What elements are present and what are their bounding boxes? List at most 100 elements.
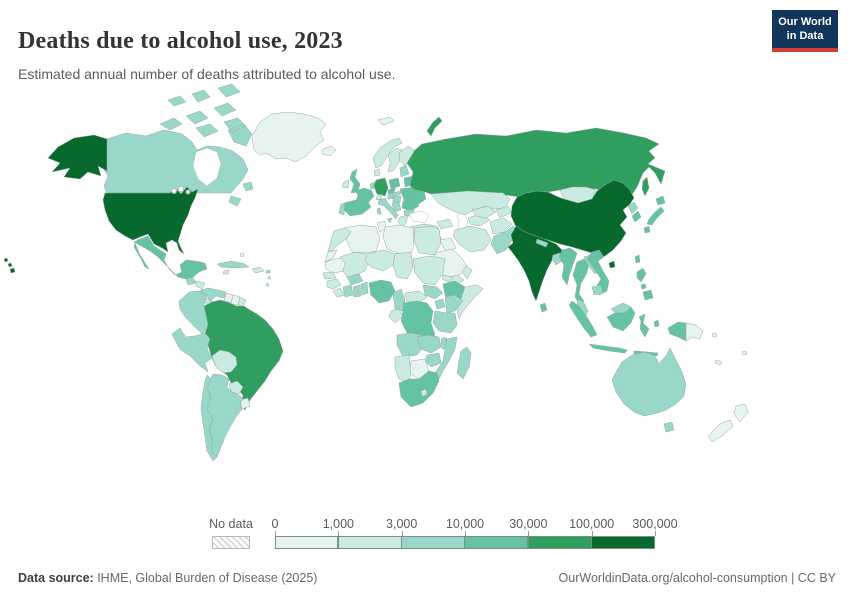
country-chile[interactable] <box>200 374 218 462</box>
country-honduras[interactable] <box>195 280 206 290</box>
country-libya[interactable] <box>382 224 415 256</box>
country-jamaica[interactable] <box>222 269 230 275</box>
legend-bin-swatch[interactable] <box>401 536 465 549</box>
country-ireland[interactable] <box>341 179 350 189</box>
country-south-korea[interactable] <box>631 210 642 223</box>
country-cambodia[interactable] <box>591 284 604 296</box>
country-baltics[interactable] <box>399 164 410 178</box>
country-namibia[interactable] <box>394 354 412 384</box>
country-mexico[interactable] <box>133 235 208 280</box>
country-united-kingdom[interactable] <box>349 168 361 194</box>
country-new-zealand[interactable] <box>707 403 749 443</box>
country-new-caledonia[interactable] <box>714 359 723 366</box>
country-switzerland[interactable] <box>375 193 383 201</box>
country-australia[interactable] <box>611 347 687 433</box>
country-sweden[interactable] <box>387 147 403 173</box>
country-portugal[interactable] <box>338 202 346 216</box>
country-niger[interactable] <box>364 249 396 272</box>
country-uzbekistan[interactable] <box>471 205 497 219</box>
country-slovakia[interactable] <box>392 190 402 197</box>
country-nigeria[interactable] <box>368 279 396 304</box>
country-eritrea[interactable] <box>441 274 454 283</box>
country-romania[interactable] <box>401 198 420 212</box>
country-sudan[interactable] <box>412 255 446 286</box>
country-morocco[interactable] <box>327 227 352 252</box>
country-india[interactable] <box>507 225 566 302</box>
country-solomon-islands[interactable] <box>711 332 718 338</box>
country-angola[interactable] <box>396 332 424 358</box>
country-afghanistan[interactable] <box>489 217 513 235</box>
country-canada-arctic-islands[interactable] <box>159 83 253 147</box>
country-caucasus[interactable] <box>436 218 454 230</box>
country-togo-benin[interactable] <box>360 281 369 296</box>
country-myanmar[interactable] <box>558 247 578 286</box>
country-madagascar[interactable] <box>456 346 472 380</box>
country-hispaniola[interactable] <box>251 266 265 274</box>
country-kenya[interactable] <box>444 294 464 314</box>
country-iraq[interactable] <box>439 237 457 253</box>
country-greenland[interactable] <box>251 111 327 163</box>
country-iran[interactable] <box>452 225 492 253</box>
legend-bin-swatch[interactable] <box>274 536 339 549</box>
country-vietnam[interactable] <box>586 249 610 296</box>
country-kazakhstan[interactable] <box>430 190 511 216</box>
country-hungary[interactable] <box>392 195 402 203</box>
country-poland[interactable] <box>388 177 401 190</box>
country-central-african-republic[interactable] <box>404 290 428 304</box>
country-lesotho[interactable] <box>420 388 428 397</box>
country-oman[interactable] <box>461 265 473 280</box>
footer-attribution-link[interactable]: OurWorldinData.org/alcohol-consumption |… <box>558 571 836 585</box>
country-south-sudan[interactable] <box>422 284 444 300</box>
country-dr-congo[interactable] <box>400 300 436 340</box>
country-senegal[interactable] <box>322 271 337 280</box>
country-united-states-hawaii[interactable] <box>3 257 16 274</box>
country-chad[interactable] <box>392 251 414 280</box>
country-western-balkans[interactable] <box>391 201 402 213</box>
country-algeria[interactable] <box>343 224 381 254</box>
country-united-states-alaska[interactable] <box>47 134 108 180</box>
country-bolivia[interactable] <box>211 349 238 374</box>
country-sierra-leone-liberia[interactable] <box>332 287 346 298</box>
country-zimbabwe[interactable] <box>424 352 442 368</box>
country-ghana[interactable] <box>352 284 362 298</box>
country-canada[interactable] <box>102 129 249 194</box>
country-canada-maritimes[interactable] <box>228 181 254 207</box>
country-taiwan[interactable] <box>634 254 641 264</box>
country-north-korea[interactable] <box>627 201 639 215</box>
country-indonesia[interactable] <box>568 300 687 357</box>
legend-bin-swatch[interactable] <box>337 536 402 549</box>
legend-bin-swatch[interactable] <box>591 536 655 549</box>
legend-bin-swatch[interactable] <box>527 536 592 549</box>
country-venezuela[interactable] <box>198 287 227 303</box>
country-mali[interactable] <box>339 251 370 278</box>
legend-no-data-swatch[interactable] <box>212 536 250 549</box>
country-ivory-coast[interactable] <box>342 284 354 298</box>
legend-bin-swatch[interactable] <box>464 536 529 549</box>
country-ecuador[interactable] <box>171 327 186 345</box>
country-western-sahara[interactable] <box>324 249 338 263</box>
country-italy[interactable] <box>376 197 399 224</box>
country-papua-new-guinea[interactable] <box>685 322 704 342</box>
country-denmark[interactable] <box>373 168 381 177</box>
country-burkina-faso[interactable] <box>346 273 364 286</box>
country-germany[interactable] <box>373 177 389 197</box>
country-brazil[interactable] <box>203 299 284 411</box>
country-uganda[interactable] <box>434 298 446 310</box>
country-philippines[interactable] <box>636 267 654 301</box>
country-norway[interactable] <box>372 137 403 169</box>
country-japan[interactable] <box>643 195 666 234</box>
country-united-states[interactable] <box>102 186 199 255</box>
country-lesser-antilles[interactable] <box>265 275 272 287</box>
country-mozambique[interactable] <box>434 336 458 380</box>
country-gabon-congo[interactable] <box>388 308 404 324</box>
country-uruguay[interactable] <box>239 397 251 410</box>
country-guinea[interactable] <box>326 278 342 290</box>
country-egypt[interactable] <box>413 225 442 256</box>
country-puerto-rico[interactable] <box>265 269 271 274</box>
country-china[interactable] <box>510 179 635 269</box>
country-thailand[interactable] <box>572 258 590 306</box>
country-fiji[interactable] <box>741 350 748 356</box>
country-nepal[interactable] <box>535 238 549 248</box>
country-cuba[interactable] <box>216 260 250 269</box>
country-svalbard[interactable] <box>377 116 395 126</box>
